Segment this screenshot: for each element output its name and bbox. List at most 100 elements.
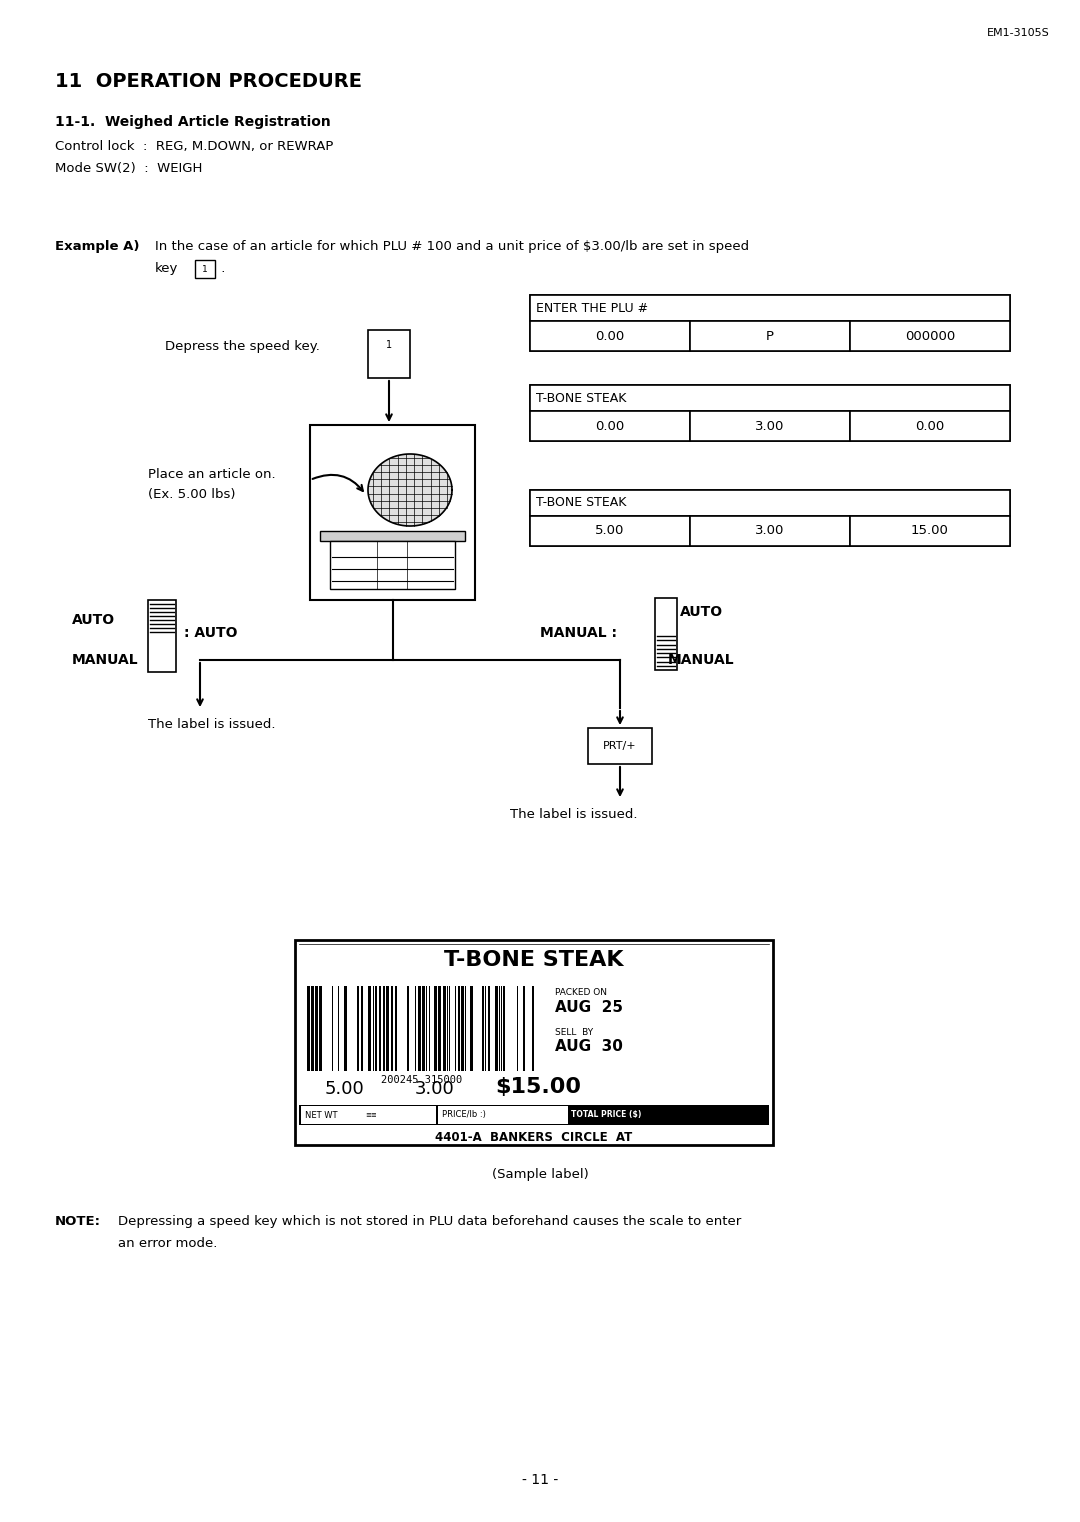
Bar [588,728,652,764]
Text: 000000: 000000 [905,329,955,342]
Text: MANUAL: MANUAL [72,653,138,667]
Text: T-BONE STEAK: T-BONE STEAK [536,391,626,405]
Text: NOTE:: NOTE: [55,1215,102,1228]
Bar [530,385,1010,441]
Bar [383,986,384,1071]
Bar [530,490,1010,516]
Bar [470,986,473,1071]
Bar [330,540,455,589]
Text: NET WT: NET WT [305,1111,337,1120]
Text: AUG  25: AUG 25 [555,1000,623,1015]
Text: In the case of an article for which PLU # 100 and a unit price of $3.00/lb are s: In the case of an article for which PLU … [156,240,750,253]
Text: PRICE/lb :): PRICE/lb :) [442,1111,486,1120]
Text: AUTO: AUTO [72,613,116,627]
Text: 0.00: 0.00 [595,420,624,432]
Bar [361,986,363,1071]
Bar [307,986,310,1071]
Bar [690,516,850,546]
Text: P: P [766,329,774,342]
Bar [690,321,850,352]
Bar [357,986,359,1071]
Bar [434,986,437,1071]
Bar [482,986,484,1071]
Bar [375,986,377,1071]
Bar [391,986,393,1071]
Text: 1: 1 [202,265,207,274]
Bar [530,385,1010,411]
Bar [386,986,389,1071]
Bar [523,986,525,1071]
Bar [345,986,347,1071]
Bar [310,425,475,600]
Text: 3.00: 3.00 [755,420,785,432]
Text: Depress the speed key.: Depress the speed key. [165,339,320,353]
Bar [395,986,397,1071]
Bar [301,1106,436,1125]
Text: Place an article on.: Place an article on. [148,467,275,481]
Bar [443,986,446,1071]
Bar [488,986,490,1071]
Text: MANUAL :: MANUAL : [540,626,617,639]
Text: 0.00: 0.00 [595,329,624,342]
Text: PACKED ON: PACKED ON [555,988,607,997]
Text: The label is issued.: The label is issued. [510,808,637,820]
Bar [530,411,690,441]
Text: 1: 1 [386,339,392,350]
Text: ≡≡: ≡≡ [365,1113,377,1119]
Bar [458,986,460,1071]
Text: (Ex. 5.00 lbs): (Ex. 5.00 lbs) [148,489,235,501]
Text: PRT/+: PRT/+ [604,741,637,750]
Bar [530,490,1010,546]
Text: Control lock  :  REG, M.DOWN, or REWRAP: Control lock : REG, M.DOWN, or REWRAP [55,140,334,154]
Bar [850,321,1010,352]
Text: Depressing a speed key which is not stored in PLU data beforehand causes the sca: Depressing a speed key which is not stor… [118,1215,741,1228]
Text: (Sample label): (Sample label) [491,1167,589,1181]
Text: The label is issued.: The label is issued. [148,718,275,731]
Bar [530,516,690,546]
Text: an error mode.: an error mode. [118,1237,217,1250]
Bar [148,600,176,673]
Bar [495,986,498,1071]
Text: Mode SW(2)  :  WEIGH: Mode SW(2) : WEIGH [55,161,202,175]
Bar [299,1105,769,1125]
Bar [379,986,381,1071]
Bar [368,330,410,377]
Text: TOTAL PRICE ($): TOTAL PRICE ($) [571,1111,642,1120]
Text: EM1-3105S: EM1-3105S [987,27,1050,38]
Bar [532,986,534,1071]
Bar [530,295,1010,352]
Bar [319,986,322,1071]
Text: AUG  30: AUG 30 [555,1040,623,1055]
Bar [311,986,314,1071]
Bar [530,321,690,352]
Text: $15.00: $15.00 [495,1078,581,1097]
Bar [438,1106,568,1125]
Bar [295,941,773,1145]
Polygon shape [368,454,453,527]
Text: 11-1.  Weighed Article Registration: 11-1. Weighed Article Registration [55,116,330,129]
Bar [195,260,215,279]
Bar [850,516,1010,546]
Bar [850,411,1010,441]
Text: MANUAL: MANUAL [669,653,734,667]
Text: ENTER THE PLU #: ENTER THE PLU # [536,301,648,315]
Text: - 11 -: - 11 - [522,1473,558,1487]
Text: 5.00: 5.00 [325,1081,365,1097]
Text: T-BONE STEAK: T-BONE STEAK [444,950,624,970]
Text: 3.00: 3.00 [755,525,785,537]
Text: T-BONE STEAK: T-BONE STEAK [536,496,626,510]
Text: key: key [156,262,178,275]
Text: : AUTO: : AUTO [184,626,238,639]
Bar [530,295,1010,321]
Text: 200245 315000: 200245 315000 [381,1075,462,1085]
Bar [407,986,409,1071]
Text: AUTO: AUTO [680,606,724,619]
Text: SELL  BY: SELL BY [555,1027,593,1036]
Bar [422,986,426,1071]
Bar [690,411,850,441]
Bar [461,986,464,1071]
Text: Example A): Example A) [55,240,139,253]
Bar [503,986,505,1071]
Bar [438,986,441,1071]
Text: 15.00: 15.00 [912,525,949,537]
